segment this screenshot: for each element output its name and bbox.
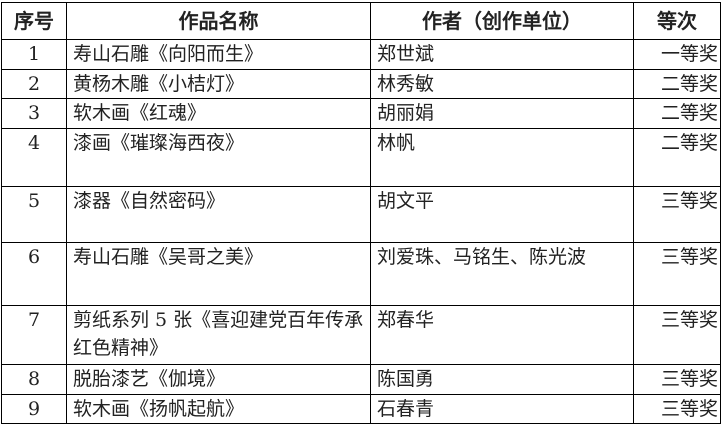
header-rank: 等次 bbox=[633, 2, 721, 40]
row-number: 7 bbox=[1, 305, 67, 365]
table-row: 9 软木画《扬帆起航》 石春青 三等奖 bbox=[1, 394, 721, 424]
author-name: 郑春华 bbox=[370, 305, 634, 365]
work-title: 软木画《扬帆起航》 bbox=[66, 394, 371, 424]
award-rank: 二等奖 bbox=[633, 128, 721, 187]
row-number: 1 bbox=[1, 39, 67, 70]
award-rank: 二等奖 bbox=[633, 69, 721, 99]
row-number: 6 bbox=[1, 242, 67, 306]
author-name: 石春青 bbox=[370, 394, 634, 424]
row-number: 9 bbox=[1, 394, 67, 424]
work-title: 黄杨木雕《小桔灯》 bbox=[66, 69, 371, 99]
award-rank: 三等奖 bbox=[633, 394, 721, 424]
work-title: 寿山石雕《吴哥之美》 bbox=[66, 242, 371, 306]
award-rank: 一等奖 bbox=[633, 39, 721, 70]
row-number: 3 bbox=[1, 98, 67, 129]
work-title: 漆器《自然密码》 bbox=[66, 186, 371, 243]
row-number: 5 bbox=[1, 186, 67, 243]
row-number: 2 bbox=[1, 69, 67, 99]
header-row: 序号 作品名称 作者（创作单位） 等次 bbox=[1, 2, 721, 40]
award-rank: 三等奖 bbox=[633, 242, 721, 306]
table-row: 7 剪纸系列 5 张《喜迎建党百年传承红色精神》 郑春华 三等奖 bbox=[1, 305, 721, 365]
table-row: 6 寿山石雕《吴哥之美》 刘爱珠、马铭生、陈光波 三等奖 bbox=[1, 242, 721, 306]
header-author: 作者（创作单位） bbox=[370, 2, 634, 40]
award-rank: 二等奖 bbox=[633, 98, 721, 129]
table-row: 1 寿山石雕《向阳而生》 郑世斌 一等奖 bbox=[1, 39, 721, 70]
table-row: 4 漆画《璀璨海西夜》 林帆 二等奖 bbox=[1, 128, 721, 187]
author-name: 胡文平 bbox=[370, 186, 634, 243]
row-number: 4 bbox=[1, 128, 67, 187]
work-title: 脱胎漆艺《伽境》 bbox=[66, 364, 371, 395]
table-row: 5 漆器《自然密码》 胡文平 三等奖 bbox=[1, 186, 721, 243]
author-name: 林秀敏 bbox=[370, 69, 634, 99]
award-rank: 三等奖 bbox=[633, 364, 721, 395]
author-name: 胡丽娟 bbox=[370, 98, 634, 129]
author-name: 林帆 bbox=[370, 128, 634, 187]
author-name: 郑世斌 bbox=[370, 39, 634, 70]
work-title: 软木画《红魂》 bbox=[66, 98, 371, 129]
work-title: 寿山石雕《向阳而生》 bbox=[66, 39, 371, 70]
header-title: 作品名称 bbox=[66, 2, 371, 40]
award-rank: 三等奖 bbox=[633, 186, 721, 243]
header-no: 序号 bbox=[1, 2, 67, 40]
work-title: 剪纸系列 5 张《喜迎建党百年传承红色精神》 bbox=[66, 305, 371, 365]
row-number: 8 bbox=[1, 364, 67, 395]
work-title: 漆画《璀璨海西夜》 bbox=[66, 128, 371, 187]
author-name: 刘爱珠、马铭生、陈光波 bbox=[370, 242, 634, 306]
author-name: 陈国勇 bbox=[370, 364, 634, 395]
table-row: 8 脱胎漆艺《伽境》 陈国勇 三等奖 bbox=[1, 364, 721, 395]
table-row: 2 黄杨木雕《小桔灯》 林秀敏 二等奖 bbox=[1, 69, 721, 99]
award-rank: 三等奖 bbox=[633, 305, 721, 365]
table-row: 3 软木画《红魂》 胡丽娟 二等奖 bbox=[1, 98, 721, 129]
